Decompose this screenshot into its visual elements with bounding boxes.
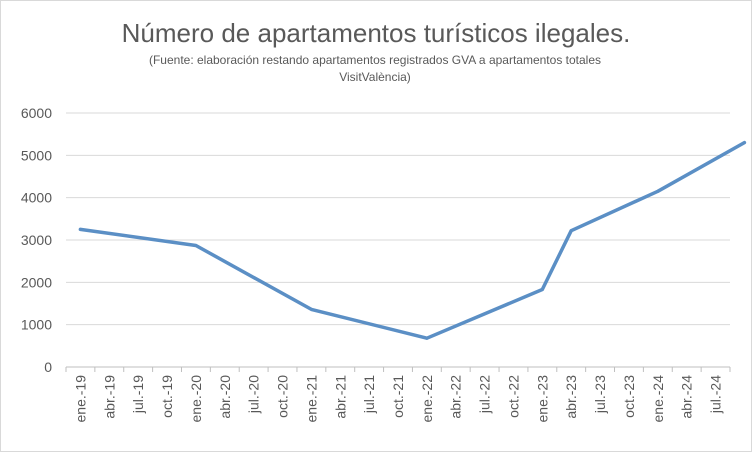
data-point <box>194 244 198 248</box>
y-tick-label: 6000 <box>21 105 52 121</box>
series-line <box>78 140 747 340</box>
y-tick-label: 5000 <box>21 147 52 163</box>
x-tick-label: abr.-22 <box>448 375 464 419</box>
y-tick-label: 3000 <box>21 232 52 248</box>
chart-subtitle-line1: (Fuente: elaboración restando apartament… <box>148 53 602 67</box>
y-tick-label: 1000 <box>21 317 52 333</box>
x-tick-label: ene.-21 <box>303 375 319 423</box>
y-tick-label: 0 <box>44 359 52 375</box>
data-point <box>425 336 429 340</box>
x-tick-label: oct.-20 <box>275 375 291 418</box>
x-tick-label: jul.-21 <box>361 375 377 414</box>
x-tick-label: oct.-21 <box>390 375 406 418</box>
y-tick-label: 4000 <box>21 190 52 206</box>
x-tick-label: ene.-19 <box>72 375 88 423</box>
data-point <box>742 141 746 145</box>
data-point <box>569 229 573 233</box>
chart-subtitle-line2: VisitValència) <box>339 70 411 84</box>
x-tick-label: abr.-20 <box>217 375 233 419</box>
x-tick-label: oct.-19 <box>159 375 175 418</box>
data-point <box>540 288 544 292</box>
chart-title: Número de apartamentos turísticos ilegal… <box>121 18 631 48</box>
y-tick-label: 2000 <box>21 274 52 290</box>
x-tick-label: ene.-24 <box>650 375 666 423</box>
x-tick-label: jul.-22 <box>477 375 493 414</box>
x-tick-label: ene.-23 <box>534 375 550 423</box>
data-point <box>78 227 82 231</box>
chart-subtitle: (Fuente: elaboración restando apartament… <box>105 52 645 86</box>
data-point <box>309 307 313 311</box>
x-tick-label: ene.-20 <box>188 375 204 423</box>
x-tick-label: abr.-24 <box>679 375 695 419</box>
x-tick-label: jul.-24 <box>708 375 724 414</box>
x-tick-label: abr.-23 <box>563 375 579 419</box>
data-point <box>656 189 660 193</box>
x-tick-label: jul.-20 <box>246 375 262 414</box>
x-tick-label: abr.-21 <box>332 375 348 419</box>
x-tick-label: abr.-19 <box>101 375 117 419</box>
x-tick-label: oct.-22 <box>505 375 521 418</box>
x-tick-label: oct.-23 <box>621 375 637 418</box>
x-tick-label: jul.-19 <box>130 375 146 414</box>
x-tick-label: ene.-22 <box>419 375 435 423</box>
x-tick-label: jul.-23 <box>592 375 608 414</box>
